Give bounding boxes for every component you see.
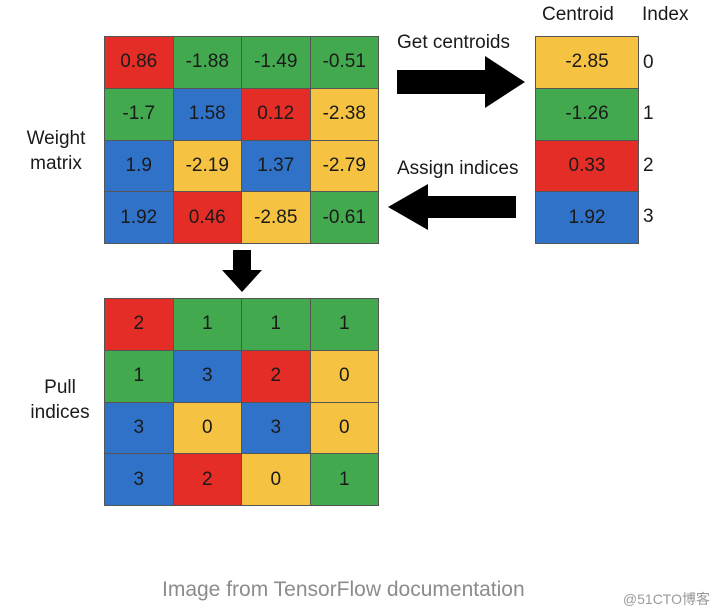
centroid-column: -2.85 -1.26 0.33 1.92 xyxy=(535,36,639,244)
centroid-cell: 1.92 xyxy=(536,192,638,243)
assign-indices-label: Assign indices xyxy=(397,158,519,179)
centroid-cell: 0.33 xyxy=(536,140,638,192)
index-cell: 2 xyxy=(173,454,241,505)
weight-cell: -2.38 xyxy=(310,88,378,140)
weight-matrix-label-line2: matrix xyxy=(30,153,82,174)
index-cell: 3 xyxy=(173,350,241,402)
centroid-index-label: 3 xyxy=(643,206,654,227)
pull-indices-label-line2: indices xyxy=(30,402,90,423)
weight-cell: 0.46 xyxy=(173,192,241,243)
index-cell: 0 xyxy=(173,402,241,454)
index-cell: 3 xyxy=(105,402,173,454)
weight-cell: -2.85 xyxy=(242,192,310,243)
index-cell: 2 xyxy=(242,350,310,402)
pull-indices-label-line1: Pull xyxy=(44,377,76,398)
index-cell: 0 xyxy=(310,350,378,402)
centroid-header: Centroid xyxy=(542,4,614,25)
index-cell: 1 xyxy=(173,299,241,350)
pull-indices-label: Pull indices xyxy=(18,375,102,425)
get-centroids-label: Get centroids xyxy=(397,32,510,53)
weight-cell: -2.79 xyxy=(310,140,378,192)
weight-cell: -2.19 xyxy=(173,140,241,192)
caption: Image from TensorFlow documentation xyxy=(162,578,525,601)
index-cell: 0 xyxy=(310,402,378,454)
index-header: Index xyxy=(642,4,689,25)
weight-matrix-label-line1: Weight xyxy=(26,128,86,149)
weight-cell: 0.12 xyxy=(242,88,310,140)
weight-cell: -1.7 xyxy=(105,88,173,140)
centroid-index-label: 2 xyxy=(643,155,654,176)
weight-cell: -1.49 xyxy=(242,37,310,88)
centroid-index-label: 0 xyxy=(643,52,654,73)
weight-cell: 1.58 xyxy=(173,88,241,140)
weight-cell: 0.86 xyxy=(105,37,173,88)
index-cell: 2 xyxy=(105,299,173,350)
index-cell: 1 xyxy=(310,299,378,350)
index-cell: 3 xyxy=(105,454,173,505)
weight-cell: 1.9 xyxy=(105,140,173,192)
index-cell: 1 xyxy=(310,454,378,505)
arrow-down-icon xyxy=(222,250,262,292)
centroid-cell: -2.85 xyxy=(536,37,638,88)
weight-cell: 1.92 xyxy=(105,192,173,243)
index-cell: 0 xyxy=(242,454,310,505)
watermark: @51CTO博客 xyxy=(622,591,710,607)
weight-cell: -1.88 xyxy=(173,37,241,88)
weight-matrix-grid: 0.86 -1.88 -1.49 -0.51 -1.7 1.58 0.12 -2.38 1.9-… xyxy=(104,36,379,244)
centroid-index-label: 1 xyxy=(643,103,654,124)
weight-matrix-label: Weight matrix xyxy=(18,126,94,176)
weight-cell: -0.51 xyxy=(310,37,378,88)
index-cell: 1 xyxy=(105,350,173,402)
arrow-left-icon xyxy=(388,184,516,230)
index-cell: 1 xyxy=(242,299,310,350)
centroid-cell: -1.26 xyxy=(536,88,638,140)
arrow-right-icon xyxy=(397,56,525,108)
weight-cell: -0.61 xyxy=(310,192,378,243)
index-cell: 3 xyxy=(242,402,310,454)
weight-cell: 1.37 xyxy=(242,140,310,192)
